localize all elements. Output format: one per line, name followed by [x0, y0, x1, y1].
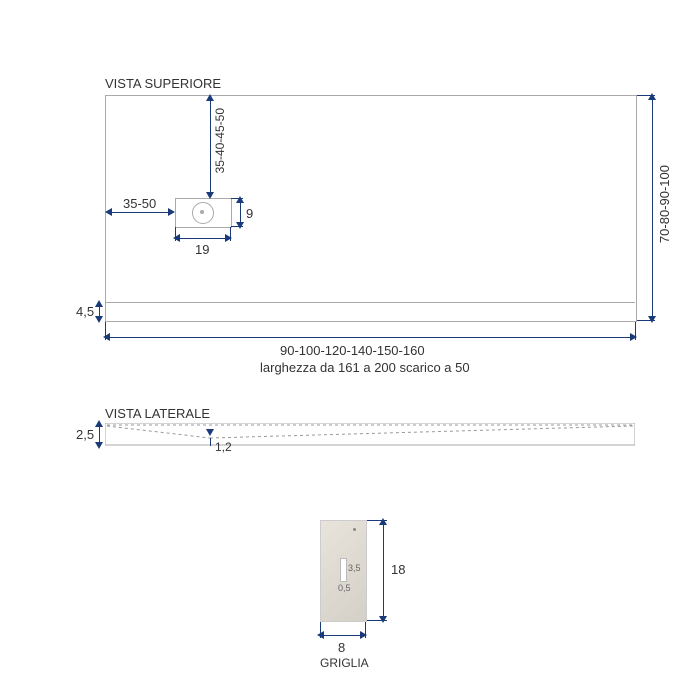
side-profile: [105, 423, 635, 453]
drain-dot: [200, 210, 204, 214]
tick: [367, 620, 387, 621]
dim-1-2: 1,2: [215, 440, 232, 454]
dim-right: 70-80-90-100: [657, 165, 672, 243]
dim-9-line: [240, 200, 241, 224]
tick: [105, 322, 106, 340]
tick: [367, 520, 387, 521]
griglia-title: GRIGLIA: [320, 656, 369, 670]
dim-8-line: [322, 635, 363, 636]
arrow: [168, 208, 175, 216]
arrow: [105, 208, 112, 216]
tick: [230, 227, 231, 241]
dim-bottom2: larghezza da 161 a 200 scarico a 50: [260, 360, 470, 375]
tick: [231, 226, 243, 227]
tick: [320, 622, 321, 638]
tick: [231, 198, 243, 199]
dim-bottom: 90-100-120-140-150-160: [280, 343, 425, 358]
arrow: [95, 300, 103, 307]
griglia-3-5: 3,5: [348, 563, 361, 573]
dim-19-line: [177, 238, 228, 239]
arrow: [95, 420, 103, 427]
side-view-title: VISTA LATERALE: [105, 406, 210, 421]
dim-v: 35-40-45-50: [213, 108, 227, 173]
dim-12-line: [210, 438, 211, 446]
top-view-title: VISTA SUPERIORE: [105, 76, 221, 91]
tick: [365, 622, 366, 638]
dim-18-line: [383, 522, 384, 618]
dim-2-5: 2,5: [76, 427, 94, 442]
griglia-slot: [340, 558, 347, 582]
dim-9: 9: [246, 206, 253, 221]
arrow: [206, 94, 214, 101]
dim-4-5: 4,5: [76, 304, 94, 319]
tick: [175, 227, 176, 241]
dim-v-line: [210, 97, 211, 196]
tick: [635, 322, 636, 340]
arrow: [206, 192, 214, 199]
dim-35-50: 35-50: [123, 196, 156, 211]
dim-right-line: [652, 97, 653, 318]
arrow: [206, 429, 214, 436]
dim-25-line: [99, 424, 100, 444]
griglia-hole: [353, 528, 356, 531]
dim-8: 8: [338, 640, 345, 655]
bottom-strip: [105, 302, 635, 303]
arrow: [95, 316, 103, 323]
tick: [637, 320, 655, 321]
dim-18: 18: [391, 562, 405, 577]
griglia-0-5: 0,5: [338, 583, 351, 593]
tick: [637, 95, 655, 96]
arrow: [95, 442, 103, 449]
dim-bottom-line: [107, 337, 633, 338]
dim-19: 19: [195, 242, 209, 257]
dim-35-50-line: [107, 212, 173, 213]
